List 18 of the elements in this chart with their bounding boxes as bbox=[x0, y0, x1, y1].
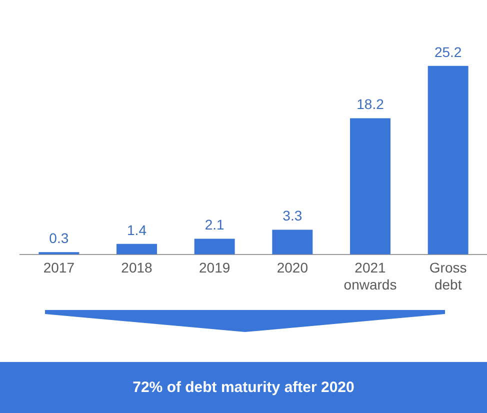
x-tick-label: 2021 onwards bbox=[344, 260, 397, 292]
x-tick-label: Gross debt bbox=[429, 260, 467, 292]
bar bbox=[194, 238, 235, 254]
bar bbox=[272, 230, 313, 254]
x-tick-label: 2019 bbox=[199, 260, 230, 276]
text: 72% of debt maturity after 2020 bbox=[0, 362, 487, 413]
data-label: 0.3 bbox=[49, 230, 69, 246]
x-tick-label: 2020 bbox=[276, 260, 308, 276]
data-label: 18.2 bbox=[356, 96, 384, 112]
bar bbox=[428, 66, 468, 254]
bar bbox=[350, 118, 390, 254]
data-label: 1.4 bbox=[127, 222, 147, 238]
data-label: 3.3 bbox=[282, 208, 302, 224]
data-label: 25.2 bbox=[434, 44, 462, 60]
x-tick-label: 2017 bbox=[43, 260, 75, 276]
x-tick-label: 2018 bbox=[121, 260, 153, 276]
data-label: 2.1 bbox=[204, 216, 225, 233]
bar bbox=[116, 244, 157, 254]
